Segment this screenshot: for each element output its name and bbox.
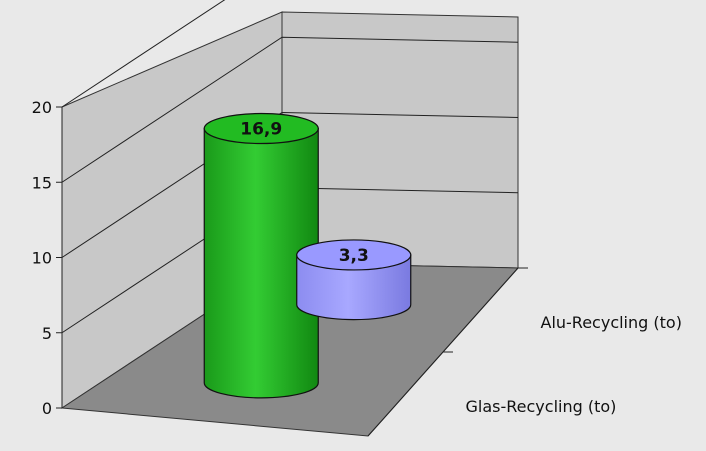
gridline-20 xyxy=(61,0,226,108)
data-label-0: 3,3 xyxy=(339,246,369,266)
category-label-1: Glas-Recycling (to) xyxy=(466,397,617,416)
cylinder-body-0 xyxy=(296,254,412,321)
cylinder-1: 16,9 xyxy=(203,112,319,399)
y-tick-label-5: 5 xyxy=(42,324,52,343)
cylinder-body-1 xyxy=(203,127,319,399)
y-tick-label-20: 20 xyxy=(32,98,52,117)
y-tick-label-15: 15 xyxy=(32,173,52,192)
data-label-1: 16,9 xyxy=(240,120,282,140)
cylinder-0: 3,3 xyxy=(296,239,412,321)
cylinder-top-1 xyxy=(203,112,319,145)
y-tick-label-0: 0 xyxy=(42,399,52,418)
gridline-10 xyxy=(61,111,519,258)
value-axis: 0 5 10 15 20 xyxy=(32,98,63,418)
gridline-15 xyxy=(61,36,519,183)
category-label-0: Alu-Recycling (to) xyxy=(541,313,682,332)
cylinder-top-0 xyxy=(296,239,412,271)
y-tick-label-10: 10 xyxy=(32,249,52,268)
category-axis: Alu-Recycling (to) Glas-Recycling (to) xyxy=(367,267,682,437)
bar-series: 16,9 3,3 xyxy=(203,112,412,399)
